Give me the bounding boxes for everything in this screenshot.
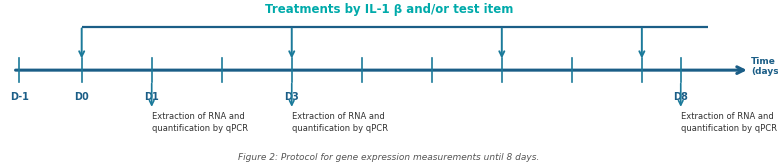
Text: Extraction of RNA and
quantification by qPCR: Extraction of RNA and quantification by … — [681, 112, 776, 133]
Text: Treatments by IL-1 β and/or test item: Treatments by IL-1 β and/or test item — [265, 3, 513, 16]
Text: D0: D0 — [75, 92, 89, 102]
Text: D1: D1 — [145, 92, 159, 102]
Text: D8: D8 — [673, 92, 689, 102]
Text: Extraction of RNA and
quantification by qPCR: Extraction of RNA and quantification by … — [152, 112, 247, 133]
Text: Time
(days): Time (days) — [751, 57, 778, 76]
Text: Figure 2: Protocol for gene expression measurements until 8 days.: Figure 2: Protocol for gene expression m… — [238, 153, 540, 162]
Text: D-1: D-1 — [10, 92, 29, 102]
Text: D3: D3 — [285, 92, 299, 102]
Text: Extraction of RNA and
quantification by qPCR: Extraction of RNA and quantification by … — [292, 112, 387, 133]
